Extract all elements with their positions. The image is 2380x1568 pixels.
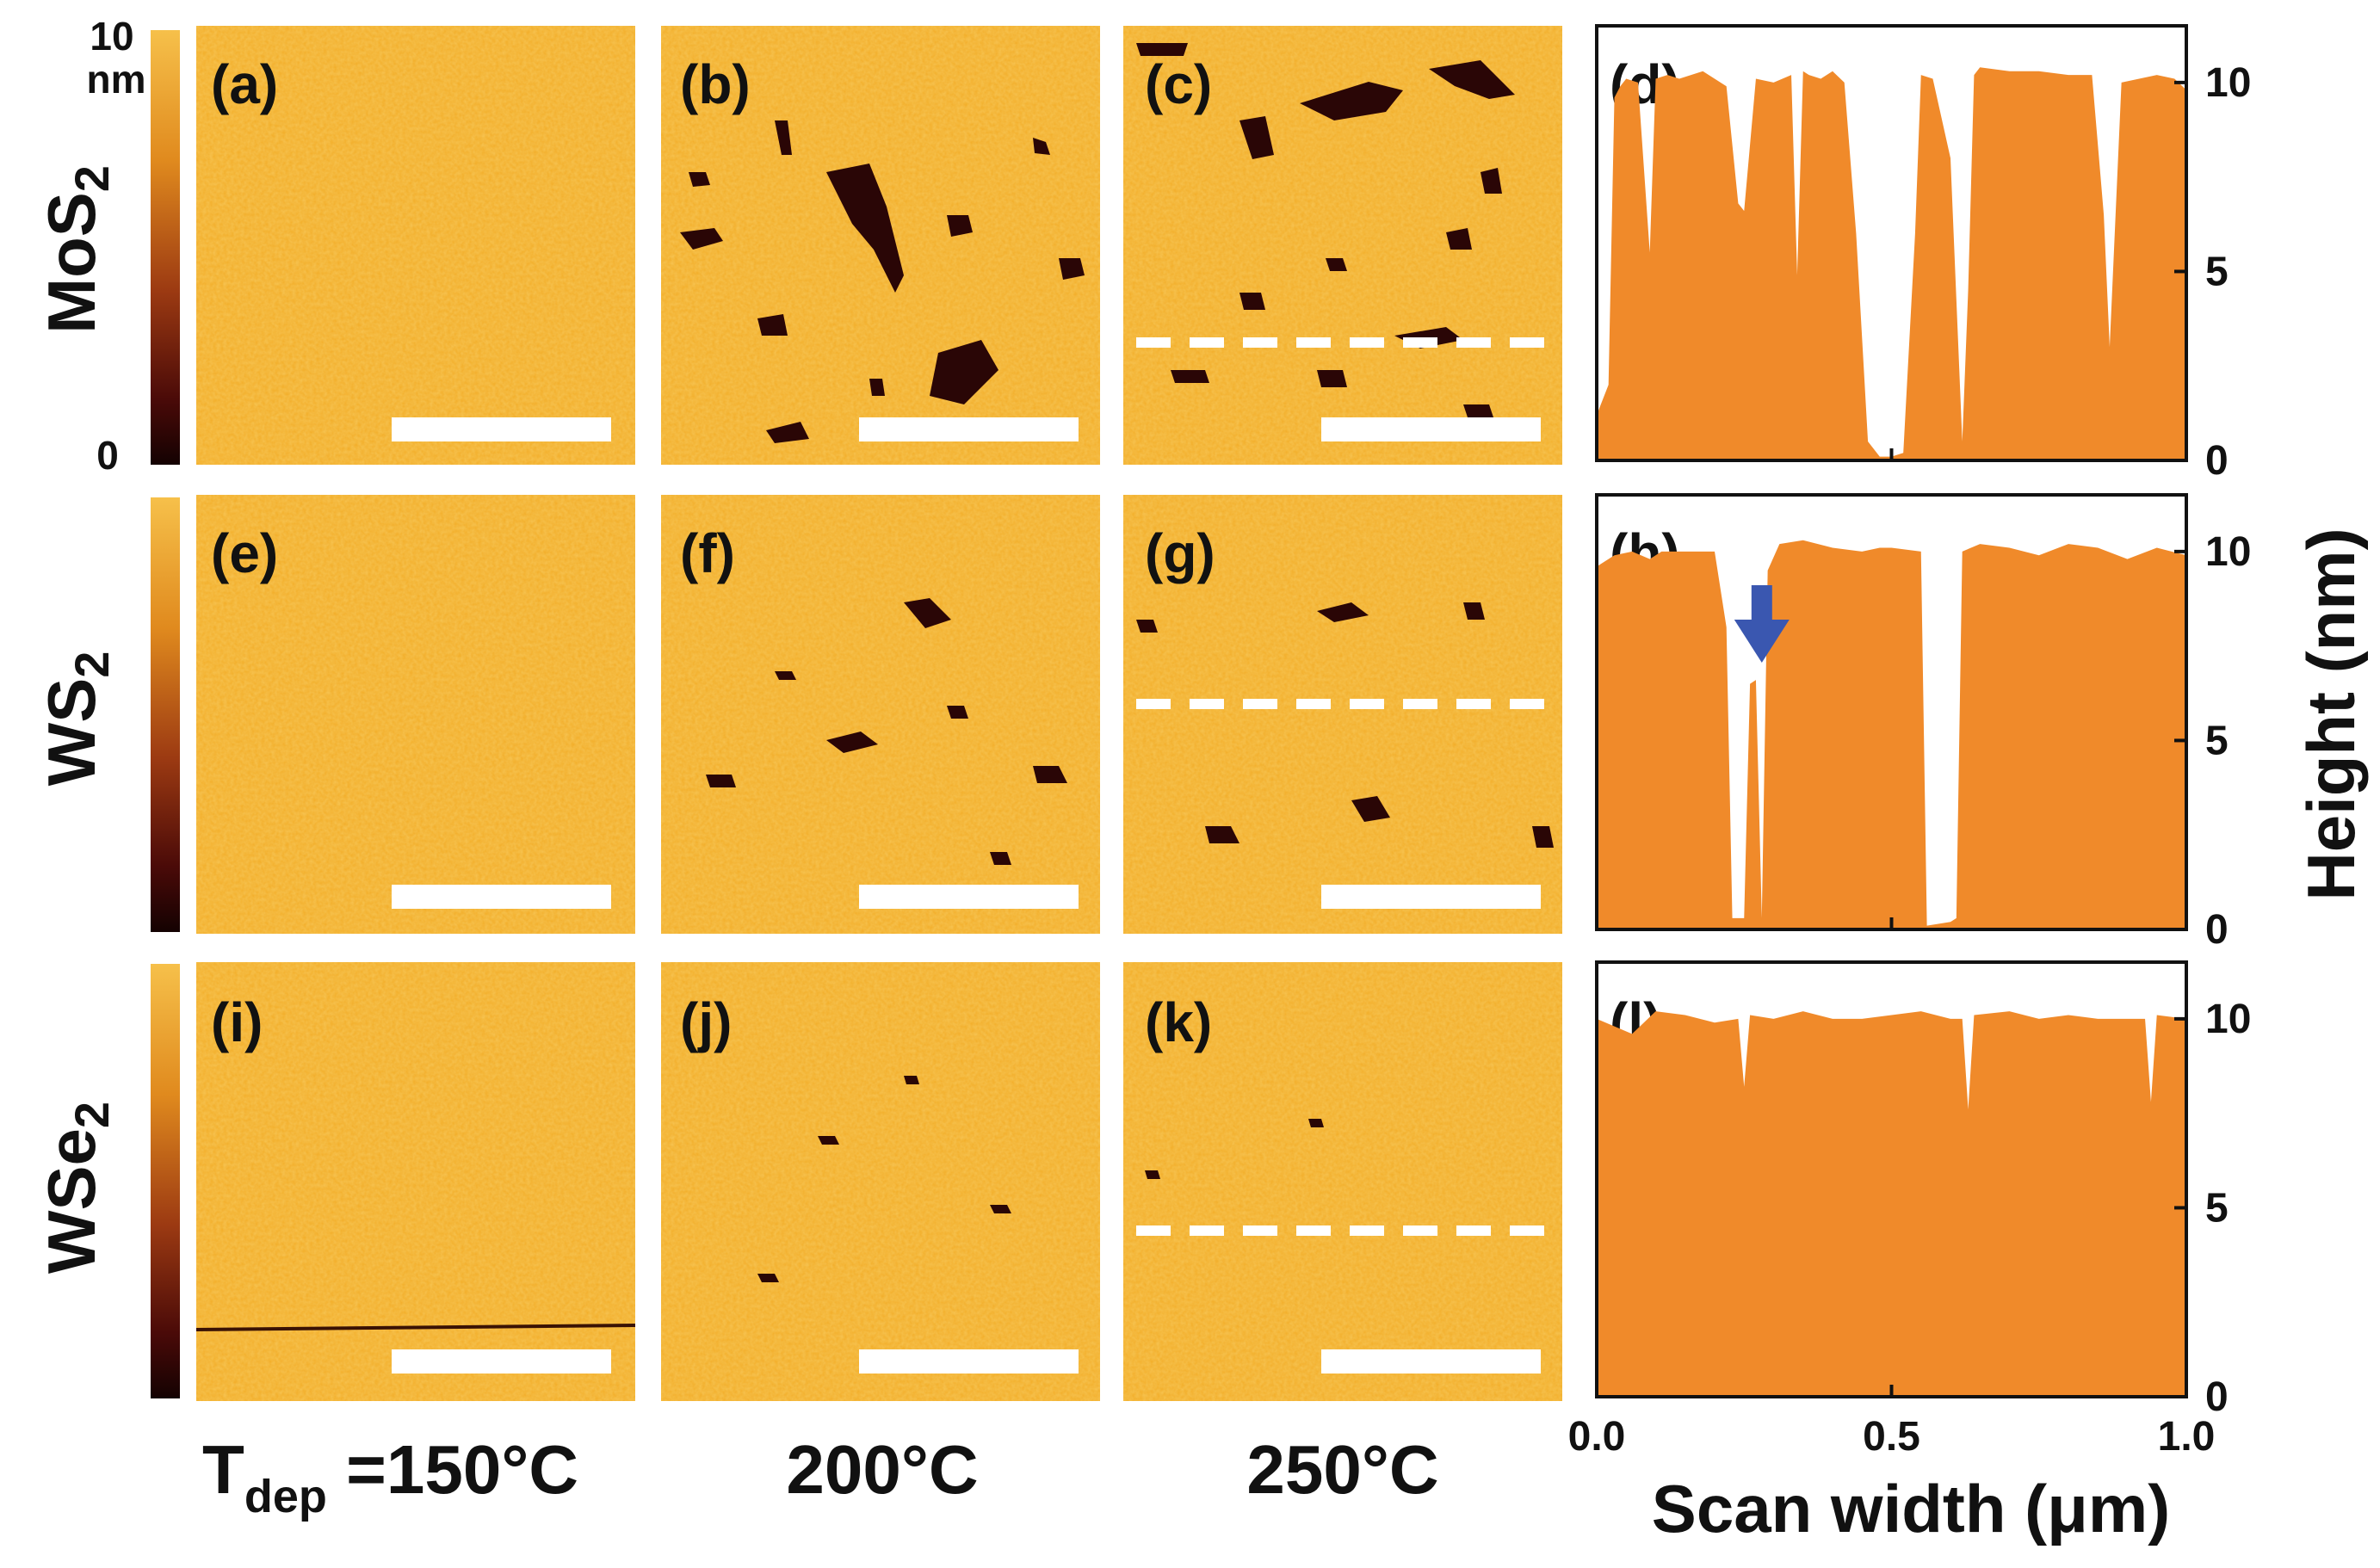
panel-label-e: (e) bbox=[211, 522, 278, 584]
colorbar-wse2 bbox=[151, 964, 180, 1398]
svg-text:WSe2: WSe2 bbox=[34, 1102, 119, 1274]
y-tick-label: 10 bbox=[2205, 529, 2251, 575]
x-tick-label: 0.5 bbox=[1863, 1414, 1920, 1460]
svg-text:MoS2: MoS2 bbox=[34, 165, 119, 334]
afm-panel-a bbox=[196, 26, 635, 465]
afm-panel-i bbox=[195, 962, 636, 1401]
svg-text:WS2: WS2 bbox=[34, 651, 119, 787]
y-tick-label: 0 bbox=[2205, 907, 2229, 953]
profile-chart-1: 0 5 10 bbox=[1595, 493, 2251, 953]
height-profile-area bbox=[1597, 540, 2186, 929]
scale-bar bbox=[1321, 885, 1541, 909]
y-tick-label: 10 bbox=[2205, 60, 2251, 106]
afm-panel-e bbox=[196, 495, 635, 934]
scale-bar bbox=[392, 417, 611, 441]
row-label-wse2: WSe2 bbox=[34, 1102, 119, 1274]
afm-panel-j bbox=[661, 962, 1100, 1401]
x-tick-label: 1.0 bbox=[2158, 1414, 2216, 1460]
y-axis-title: Height (nm) bbox=[2293, 528, 2369, 900]
panel-label-b: (b) bbox=[680, 53, 751, 115]
panel-label-a: (a) bbox=[211, 53, 278, 115]
column-label-200: 200°C bbox=[786, 1431, 978, 1508]
row-label-mos2: MoS2 bbox=[34, 165, 119, 334]
panel-label-k: (k) bbox=[1145, 991, 1212, 1053]
down-arrow-icon bbox=[1734, 585, 1790, 663]
scale-bar bbox=[859, 417, 1079, 441]
x-tick-label: 0.0 bbox=[1568, 1414, 1626, 1460]
column-label-250: 250°C bbox=[1246, 1431, 1438, 1508]
panel-label-j: (j) bbox=[680, 991, 732, 1053]
scale-bar bbox=[859, 1349, 1079, 1374]
scale-bar bbox=[392, 1349, 611, 1374]
colorbar-unit-label: nm bbox=[87, 57, 146, 102]
afm-panel-c bbox=[1123, 26, 1562, 465]
y-tick-label: 10 bbox=[2205, 997, 2251, 1042]
colorbar-ws2 bbox=[151, 497, 180, 932]
y-tick-label: 5 bbox=[2205, 249, 2229, 294]
y-tick-label: 5 bbox=[2205, 1185, 2229, 1231]
afm-panel-b bbox=[661, 26, 1100, 465]
panel-label-f: (f) bbox=[680, 522, 735, 584]
y-tick-label: 5 bbox=[2205, 718, 2229, 763]
scale-bar bbox=[859, 885, 1079, 909]
panel-label-g: (g) bbox=[1145, 522, 1215, 584]
y-tick-label: 0 bbox=[2205, 438, 2229, 484]
column-label-150: Tdep =150°C bbox=[202, 1431, 578, 1522]
colorbar-max-label: 10 bbox=[90, 14, 133, 59]
height-profile-charts: 0 5 10 0 5 10 0 5 10 0.0 0.5 1.0 bbox=[1568, 24, 2251, 1460]
profile-chart-2: 0 5 10 0.0 0.5 1.0 bbox=[1568, 960, 2251, 1460]
profile-chart-0: 0 5 10 bbox=[1595, 24, 2251, 484]
afm-panel-g bbox=[1123, 495, 1562, 934]
colorbar-min-label: 0 bbox=[96, 433, 119, 478]
afm-panel-f bbox=[661, 495, 1100, 934]
x-axis-title: Scan width (μm) bbox=[1652, 1471, 2170, 1546]
row-label-ws2: WS2 bbox=[34, 651, 119, 787]
y-tick-label: 0 bbox=[2205, 1374, 2229, 1420]
height-profile-area bbox=[1597, 1011, 2186, 1397]
scale-bar bbox=[1321, 1349, 1541, 1374]
scale-bar bbox=[1321, 417, 1541, 441]
colorbar-mos2 bbox=[151, 30, 180, 465]
height-profile-area bbox=[1597, 67, 2186, 460]
panel-label-i: (i) bbox=[211, 991, 263, 1053]
afm-panel-k bbox=[1123, 962, 1562, 1401]
panel-label-c: (c) bbox=[1145, 53, 1212, 115]
scale-bar bbox=[392, 885, 611, 909]
